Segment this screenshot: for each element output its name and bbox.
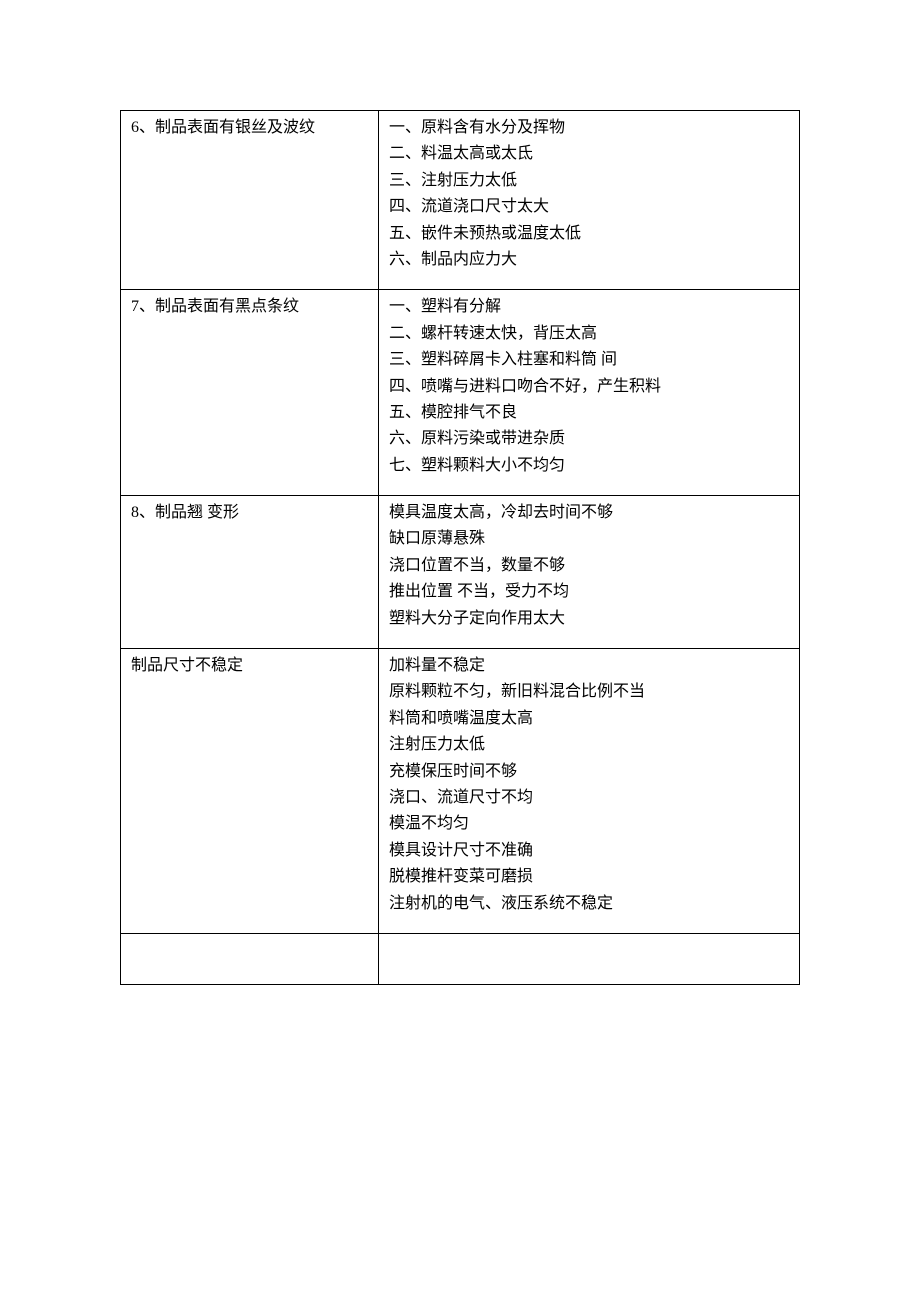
cause-cell: 模具温度太高，冷却去时间不够 缺口原薄悬殊 浇口位置不当，数量不够 推出位置 不… (379, 496, 800, 649)
cause-cell: 一、原料含有水分及挥物 二、料温太高或太氐 三、注射压力太低 四、流道浇口尺寸太… (379, 111, 800, 290)
empty-cell (121, 933, 379, 984)
table-body: 6、制品表面有银丝及波纹一、原料含有水分及挥物 二、料温太高或太氐 三、注射压力… (121, 111, 800, 985)
cause-cell: 一、塑料有分解 二、螺杆转速太快，背压太高 三、塑料碎屑卡入柱塞和料筒 间 四、… (379, 290, 800, 496)
defect-cell: 制品尺寸不稳定 (121, 649, 379, 934)
empty-table-row (121, 933, 800, 984)
defect-cell: 8、制品翘 变形 (121, 496, 379, 649)
defect-cell: 6、制品表面有银丝及波纹 (121, 111, 379, 290)
cause-cell: 加料量不稳定 原料颗粒不匀，新旧料混合比例不当 料筒和喷嘴温度太高 注射压力太低… (379, 649, 800, 934)
defect-cause-table: 6、制品表面有银丝及波纹一、原料含有水分及挥物 二、料温太高或太氐 三、注射压力… (120, 110, 800, 985)
document-page: 6、制品表面有银丝及波纹一、原料含有水分及挥物 二、料温太高或太氐 三、注射压力… (0, 0, 920, 985)
table-row: 7、制品表面有黑点条纹一、塑料有分解 二、螺杆转速太快，背压太高 三、塑料碎屑卡… (121, 290, 800, 496)
table-row: 制品尺寸不稳定加料量不稳定 原料颗粒不匀，新旧料混合比例不当 料筒和喷嘴温度太高… (121, 649, 800, 934)
table-row: 8、制品翘 变形模具温度太高，冷却去时间不够 缺口原薄悬殊 浇口位置不当，数量不… (121, 496, 800, 649)
empty-cell (379, 933, 800, 984)
defect-cell: 7、制品表面有黑点条纹 (121, 290, 379, 496)
table-row: 6、制品表面有银丝及波纹一、原料含有水分及挥物 二、料温太高或太氐 三、注射压力… (121, 111, 800, 290)
